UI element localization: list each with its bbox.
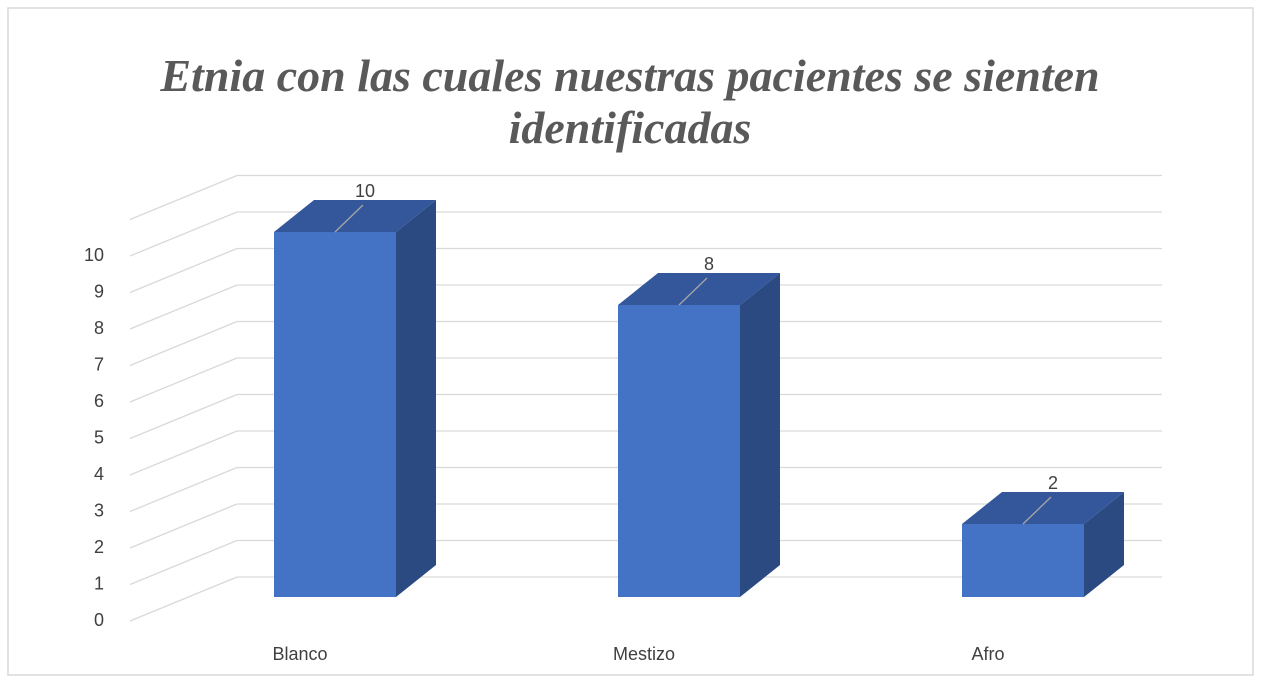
y-tick-label: 7	[94, 354, 104, 374]
grid-line	[129, 430, 238, 476]
leader-line	[678, 277, 708, 306]
y-tick-label: 10	[84, 245, 104, 265]
bar-top	[274, 200, 436, 232]
grid-line	[129, 393, 238, 440]
grid-line	[129, 284, 238, 330]
y-tick-label: 8	[94, 318, 104, 338]
chart-title: Etnia con las cuales nuestras pacientes …	[159, 50, 1099, 153]
grid-line	[129, 357, 238, 403]
y-tick-label: 2	[94, 537, 104, 557]
data-label: 8	[704, 254, 714, 274]
bar-side	[396, 200, 436, 597]
grid-line	[129, 174, 238, 221]
grid-line	[129, 211, 238, 257]
y-tick-label: 5	[94, 427, 104, 447]
x-tick-label: Afro	[971, 644, 1004, 664]
grid-line	[129, 466, 238, 513]
bar-front	[618, 305, 740, 597]
y-tick-label: 4	[94, 464, 104, 484]
bar-front	[274, 232, 396, 597]
bar-front	[962, 524, 1084, 597]
grid-line	[129, 576, 238, 622]
bar	[274, 200, 436, 597]
data-label: 2	[1048, 473, 1058, 493]
grid-line	[129, 503, 238, 549]
bar-top	[962, 492, 1124, 524]
y-tick-label: 0	[94, 610, 104, 630]
bar	[962, 492, 1124, 597]
grid-line	[129, 539, 238, 586]
y-tick-label: 9	[94, 281, 104, 301]
bar-side	[740, 273, 780, 597]
bar-top	[618, 273, 780, 305]
y-tick-label: 1	[94, 573, 104, 593]
leader-line	[334, 204, 364, 233]
y-tick-label: 3	[94, 500, 104, 520]
x-tick-label: Mestizo	[613, 644, 675, 664]
leader-line	[1022, 496, 1052, 525]
y-tick-label: 6	[94, 391, 104, 411]
grid-line	[129, 247, 238, 294]
bar	[618, 273, 780, 597]
grid-line	[129, 320, 238, 367]
data-label: 10	[355, 181, 375, 201]
x-tick-label: Blanco	[272, 644, 327, 664]
bar-side	[1084, 492, 1124, 597]
